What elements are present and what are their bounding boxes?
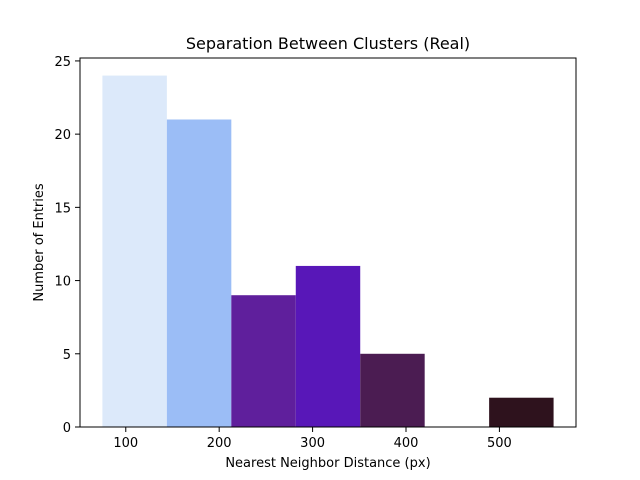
histogram-bar-2 bbox=[231, 295, 296, 427]
x-axis-label: Nearest Neighbor Distance (px) bbox=[225, 456, 430, 471]
y-tick-label: 0 bbox=[63, 421, 71, 436]
y-tick-label: 15 bbox=[54, 201, 71, 216]
x-tick-label: 200 bbox=[207, 436, 232, 451]
y-axis-label: Number of Entries bbox=[32, 183, 47, 302]
y-axis-ticks: 0 5 10 15 20 25 bbox=[54, 55, 80, 436]
histogram-bar-6 bbox=[489, 397, 554, 427]
x-axis-ticks: 100 200 300 400 500 bbox=[113, 427, 512, 451]
y-tick-label: 5 bbox=[63, 348, 71, 363]
chart-title: Separation Between Clusters (Real) bbox=[186, 34, 470, 53]
histogram-bar-3 bbox=[295, 265, 361, 427]
x-tick-label: 500 bbox=[487, 436, 512, 451]
bars-group bbox=[102, 75, 554, 428]
histogram-bar-0 bbox=[102, 75, 167, 428]
x-tick-label: 400 bbox=[394, 436, 419, 451]
y-tick-label: 10 bbox=[54, 275, 71, 290]
histogram-bar-4 bbox=[360, 353, 425, 427]
plot-frame bbox=[79, 57, 577, 428]
x-tick-label: 300 bbox=[300, 436, 325, 451]
y-tick-label: 20 bbox=[54, 128, 71, 143]
x-tick-label: 100 bbox=[113, 436, 138, 451]
y-tick-label: 25 bbox=[54, 55, 71, 70]
histogram-bar-1 bbox=[166, 119, 232, 427]
